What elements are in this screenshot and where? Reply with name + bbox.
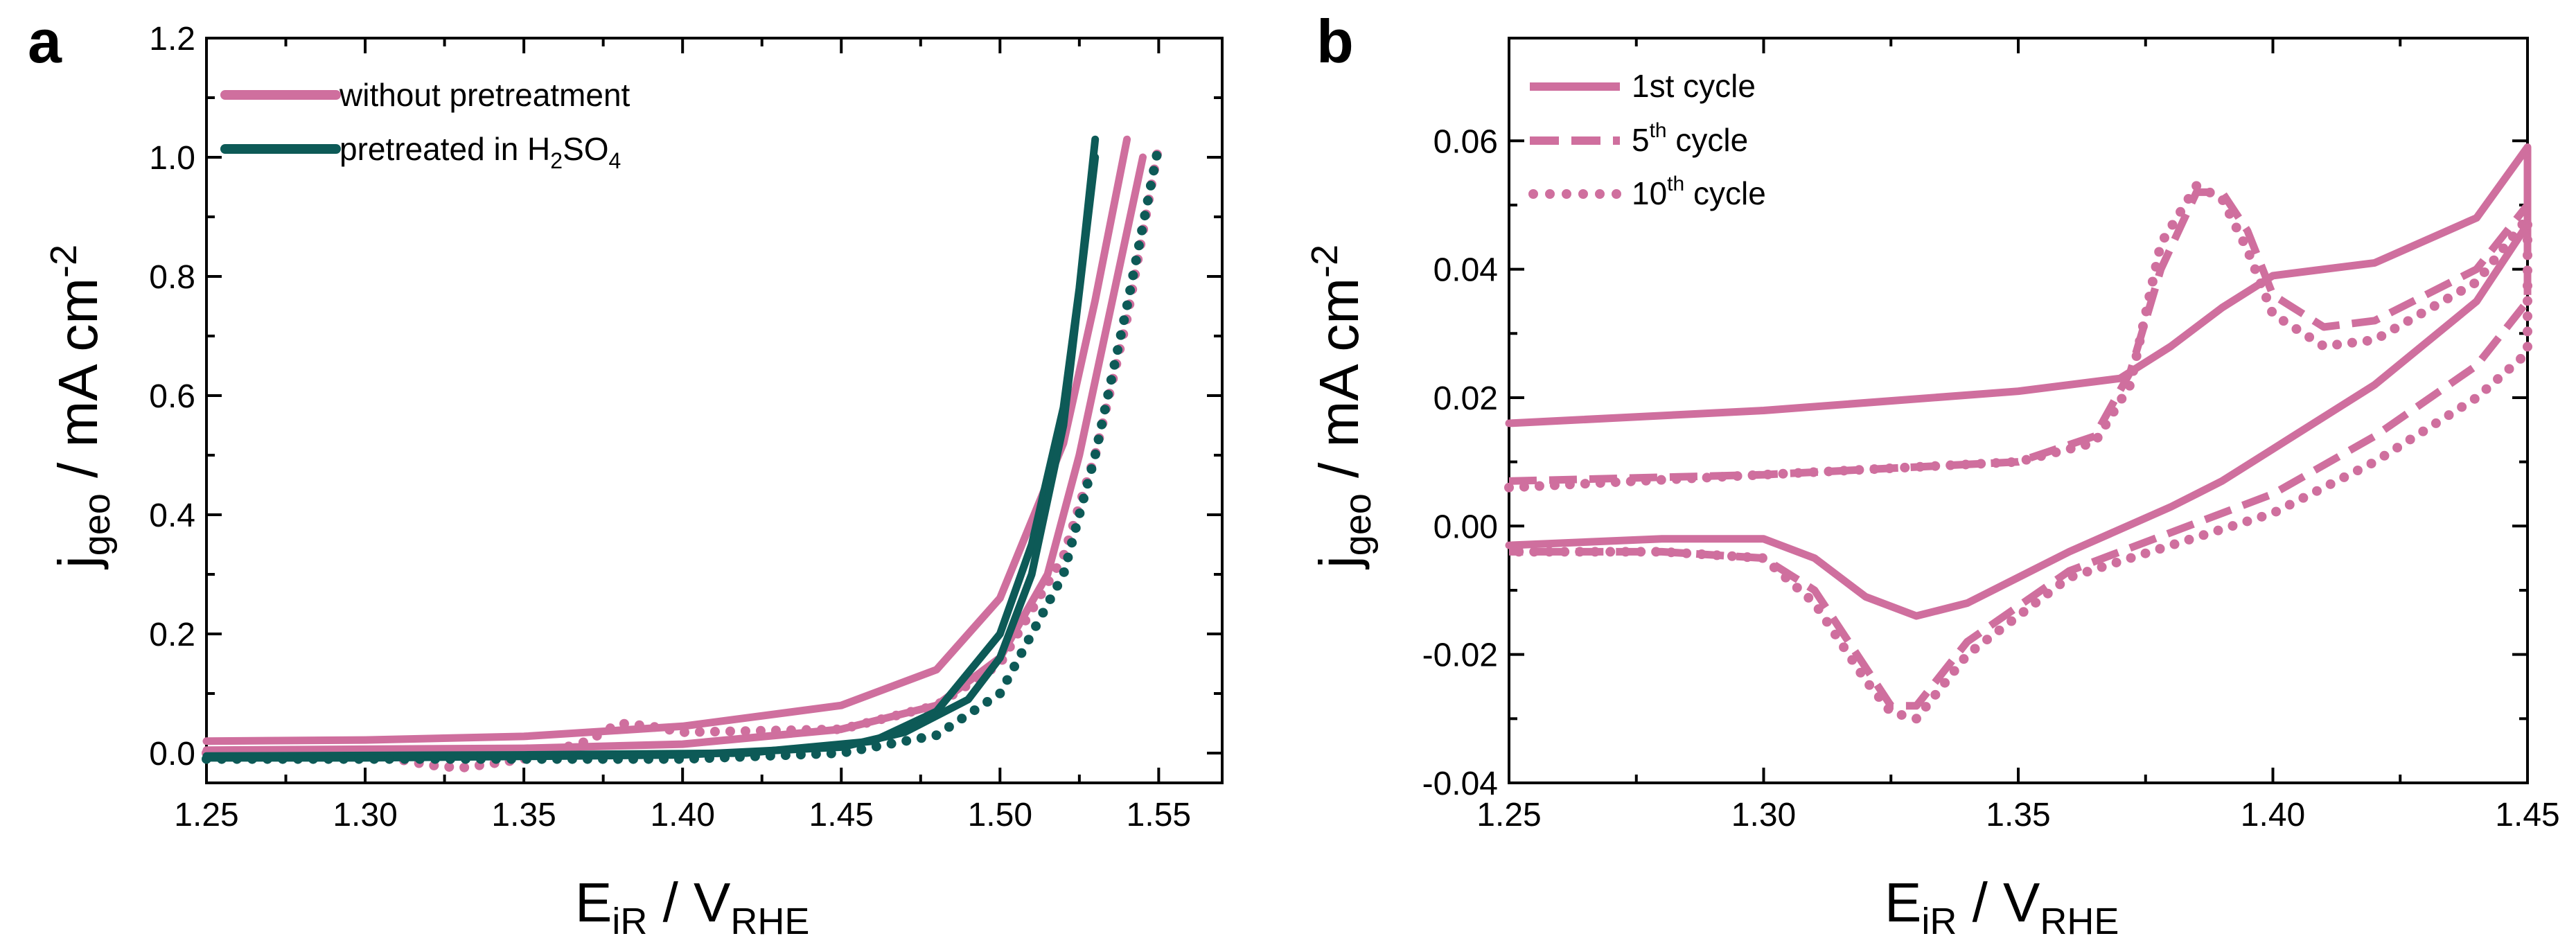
plot-frame-b — [1508, 37, 2529, 784]
legend-10th-rest: cycle — [1684, 175, 1766, 211]
y-tick-label-a: 0.8 — [149, 259, 195, 296]
legend-10th-sup: th — [1667, 173, 1684, 195]
y-tick-label-b: 0.06 — [1433, 123, 1498, 160]
y-tick-label-a: 0.6 — [149, 378, 195, 415]
y-label-sub-a: geo — [76, 493, 118, 556]
series-line-b-1 — [1508, 188, 2532, 710]
panel-label-a: a — [28, 7, 62, 76]
y-tick-label-b: 0.00 — [1433, 509, 1498, 545]
x-tick-label-a: 1.50 — [968, 797, 1032, 833]
y-tick-label-b: 0.04 — [1433, 252, 1498, 289]
series-line-a-0 — [202, 135, 1131, 745]
series-group-a — [202, 135, 1164, 773]
series-line-a-2 — [202, 140, 1164, 773]
legend-label-pretreated: pretreated in H2SO4 — [339, 131, 621, 173]
panel-a: a 1.25 1.30 1.35 1.40 1.45 1.50 1.55 0.0 0.2 0.4 0… — [28, 7, 1224, 942]
series-group-b — [1504, 143, 2532, 724]
legend-10th-main: 10 — [1632, 175, 1667, 211]
x-tick-label-b: 1.45 — [2495, 797, 2559, 833]
series-line-a-4 — [202, 153, 1100, 762]
x-axis-label-a: EiR / VRHE — [575, 872, 809, 942]
y-tick-label-b: -0.04 — [1422, 766, 1498, 802]
y-label-main-a: j — [47, 556, 109, 569]
x-label-sep-a: / V — [647, 872, 731, 933]
y-tick-label-a: 1.0 — [149, 140, 195, 177]
y-tick-label-a: 0.2 — [149, 617, 195, 653]
y-label-sup-a: -2 — [43, 245, 85, 278]
x-tick-label-a: 1.55 — [1127, 797, 1191, 833]
x-label-sep-b: / V — [1957, 872, 2040, 933]
ticks-b: 1.25 1.30 1.35 1.40 1.45 -0.04 -0.02 0.00 0.02 0.… — [1422, 38, 2560, 833]
x-tick-label-a: 1.30 — [333, 797, 397, 833]
x-label-sub2-a: RHE — [730, 901, 809, 942]
legend-pretreated-main: pretreated in H — [339, 131, 550, 167]
x-tick-label-b: 1.30 — [1731, 797, 1796, 833]
legend-5th-sup: th — [1650, 119, 1667, 142]
y-axis-label-a: jgeo / mA cm-2 — [43, 245, 118, 569]
x-label-sub-a: iR — [612, 901, 647, 942]
legend-pretreated-mid: SO — [563, 131, 608, 167]
panel-b: b 1.25 1.30 1.35 1.40 1.45 -0.04 -0.02 0.00 0.02… — [1304, 7, 2560, 942]
x-tick-label-a: 1.25 — [174, 797, 238, 833]
x-label-sub-b: iR — [1921, 901, 1957, 942]
series-line-a-5 — [202, 140, 1164, 764]
legend-label-1st: 1st cycle — [1632, 68, 1756, 104]
y-axis-label-b: jgeo / mA cm-2 — [1304, 245, 1379, 569]
ticks-a: 1.25 1.30 1.35 1.40 1.45 1.50 1.55 0.0 0.2 0.4 0.6… — [149, 21, 1222, 833]
series-line-b-0 — [1505, 143, 2532, 620]
y-tick-label-a: 0.0 — [149, 736, 195, 772]
legend-pretreated-sub1: 2 — [550, 148, 563, 173]
legend-pretreated-sub2: 4 — [609, 148, 621, 173]
y-label-main-b: j — [1308, 556, 1370, 569]
legend-a: without pretreatment pretreated in H2SO4 — [220, 77, 630, 173]
x-axis-label-b: EiR / VRHE — [1885, 872, 2119, 942]
x-tick-label-a: 1.35 — [491, 797, 556, 833]
x-label-main-a: E — [575, 872, 612, 933]
y-label-rest-a: / mA cm — [47, 278, 109, 493]
y-label-sub-b: geo — [1337, 493, 1379, 556]
y-tick-label-a: 1.2 — [149, 21, 195, 58]
x-label-sub2-b: RHE — [2040, 901, 2119, 942]
x-label-main-b: E — [1885, 872, 1921, 933]
legend-label-without: without pretreatment — [339, 77, 630, 113]
series-line-a-1 — [202, 153, 1147, 754]
y-label-rest-b: / mA cm — [1308, 278, 1370, 493]
x-tick-label-b: 1.25 — [1476, 797, 1541, 833]
legend-label-5th: 5th cycle — [1632, 119, 1748, 158]
y-tick-label-b: 0.02 — [1433, 380, 1498, 417]
x-tick-label-b: 1.35 — [1986, 797, 2050, 833]
x-tick-label-a: 1.45 — [809, 797, 874, 833]
legend-5th-main: 5 — [1632, 122, 1650, 158]
series-line-a-3 — [202, 135, 1100, 760]
legend-label-10th: 10th cycle — [1632, 173, 1766, 211]
series-line-b-2 — [1504, 181, 2532, 724]
panel-label-b: b — [1316, 7, 1354, 76]
legend-5th-rest: cycle — [1667, 122, 1749, 158]
y-tick-label-a: 0.4 — [149, 497, 195, 534]
x-tick-label-b: 1.40 — [2241, 797, 2305, 833]
y-tick-label-b: -0.02 — [1422, 637, 1498, 674]
legend-b: 1st cycle 5th cycle 10th cycle — [1528, 68, 1766, 211]
x-tick-label-a: 1.40 — [650, 797, 714, 833]
y-label-sup-b: -2 — [1304, 245, 1346, 278]
plot-frame-a — [205, 37, 1224, 784]
